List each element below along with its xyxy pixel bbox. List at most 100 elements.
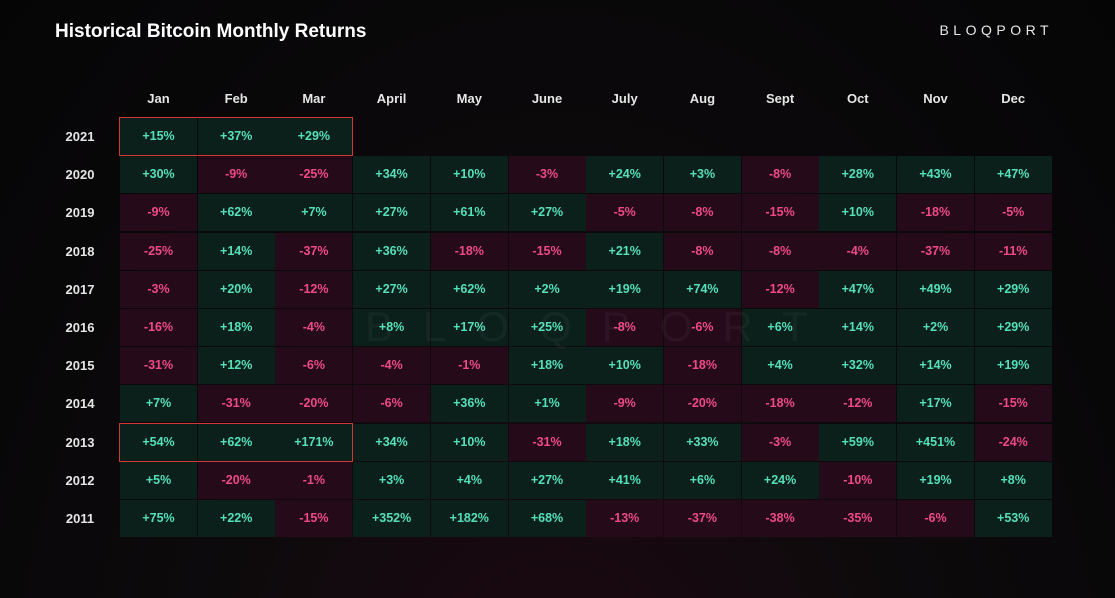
return-cell-2011-july: -13% xyxy=(586,500,664,537)
return-cell-2011-feb: +22% xyxy=(197,500,275,537)
year-label-2016: 2016 xyxy=(65,320,95,335)
return-cell-2016-jan: -16% xyxy=(120,309,197,346)
return-cell-2012-feb: -20% xyxy=(197,461,275,499)
return-cell-2016-dec: +29% xyxy=(974,309,1052,346)
return-cell-2016-nov: +2% xyxy=(897,309,974,346)
return-cell-2021-feb: +37% xyxy=(197,118,275,155)
return-cell-2018-aug: -8% xyxy=(663,232,741,270)
return-cell-2018-mar: -37% xyxy=(275,232,353,270)
return-cell-2016-may: +17% xyxy=(430,309,508,346)
return-cell-2016-feb: +18% xyxy=(197,309,275,346)
return-cell-2015-june: +18% xyxy=(508,347,586,385)
return-cell-2012-sept: +24% xyxy=(741,461,819,499)
return-cell-2019-nov: -18% xyxy=(897,194,974,232)
month-header-dec: Dec xyxy=(1001,91,1026,106)
month-header-oct: Oct xyxy=(846,91,869,106)
return-cell-2012-dec: +8% xyxy=(974,461,1052,499)
year-label-2011: 2011 xyxy=(65,511,95,526)
return-cell-2019-dec: -5% xyxy=(974,194,1052,232)
return-cell-2014-july: -9% xyxy=(586,385,664,423)
return-cell-2017-may: +62% xyxy=(430,270,508,308)
return-cell-2017-april: +27% xyxy=(353,270,431,308)
brand-logo: BLOQPORT xyxy=(939,22,1053,38)
return-cell-2014-mar: -20% xyxy=(275,385,353,423)
return-cell-2013-sept: -3% xyxy=(741,423,819,461)
return-cell-2019-feb: +62% xyxy=(197,194,275,232)
return-cell-2018-jan: -25% xyxy=(120,232,197,270)
return-cell-2017-jan: -3% xyxy=(120,270,197,308)
return-cell-2012-aug: +6% xyxy=(663,461,741,499)
return-cell-2016-aug: -6% xyxy=(663,309,741,346)
return-cell-2018-dec: -11% xyxy=(974,232,1052,270)
return-cell-2015-may: -1% xyxy=(430,347,508,385)
return-cell-2017-nov: +49% xyxy=(897,270,974,308)
return-cell-2012-mar: -1% xyxy=(275,461,353,499)
month-header-nov: Nov xyxy=(923,91,948,106)
year-label-2014: 2014 xyxy=(65,396,95,412)
return-cell-2012-june: +27% xyxy=(508,461,586,499)
year-label-2021: 2021 xyxy=(65,129,95,144)
return-cell-2012-may: +4% xyxy=(430,461,508,499)
year-label-2012: 2012 xyxy=(65,472,95,488)
return-cell-2019-june: +27% xyxy=(508,194,586,232)
return-cell-2013-oct: +59% xyxy=(819,423,897,461)
return-cell-2014-aug: -20% xyxy=(663,385,741,423)
return-cell-2020-april: +34% xyxy=(353,156,431,194)
month-header-sept: Sept xyxy=(766,91,795,106)
month-header-may: May xyxy=(456,91,482,106)
return-cell-2014-sept: -18% xyxy=(741,385,819,423)
return-cell-2013-feb: +62% xyxy=(197,423,275,461)
return-cell-2019-aug: -8% xyxy=(663,194,741,232)
highlight-box-2013 xyxy=(119,422,354,462)
return-cell-2019-may: +61% xyxy=(430,194,508,232)
return-cell-2016-april: +8% xyxy=(353,309,431,346)
return-cell-2015-oct: +32% xyxy=(819,347,897,385)
return-cell-2021-jan: +15% xyxy=(120,118,197,155)
return-cell-2011-april: +352% xyxy=(353,500,431,537)
return-cell-2012-nov: +19% xyxy=(897,461,974,499)
return-cell-2016-mar: -4% xyxy=(275,309,353,346)
return-cell-2018-nov: -37% xyxy=(897,232,974,270)
return-cell-2013-july: +18% xyxy=(586,423,664,461)
return-cell-2016-oct: +14% xyxy=(819,309,897,346)
return-cell-2015-nov: +14% xyxy=(897,347,974,385)
return-cell-2014-april: -6% xyxy=(353,385,431,423)
return-cell-2013-mar: +171% xyxy=(275,423,353,461)
year-label-2019: 2019 xyxy=(65,205,95,221)
return-cell-2017-mar: -12% xyxy=(275,270,353,308)
return-cell-2019-jan: -9% xyxy=(120,194,197,232)
return-cell-2013-aug: +33% xyxy=(663,423,741,461)
month-header-july: July xyxy=(611,91,638,106)
return-cell-2018-june: -15% xyxy=(508,232,586,270)
return-cell-2016-july: -8% xyxy=(586,309,664,346)
return-cell-2017-july: +19% xyxy=(586,270,664,308)
return-cell-2011-mar: -15% xyxy=(275,500,353,537)
return-cell-2021-mar: +29% xyxy=(275,118,353,155)
return-cell-2020-nov: +43% xyxy=(897,156,974,194)
return-cell-2013-may: +10% xyxy=(430,423,508,461)
return-cell-2020-july: +24% xyxy=(586,156,664,194)
return-cell-2014-oct: -12% xyxy=(819,385,897,423)
return-cell-2016-sept: +6% xyxy=(741,309,819,346)
year-label-2013: 2013 xyxy=(65,434,95,450)
return-cell-2014-jan: +7% xyxy=(120,385,197,423)
return-cell-2020-aug: +3% xyxy=(663,156,741,194)
return-cell-2015-dec: +19% xyxy=(974,347,1052,385)
month-header-mar: Mar xyxy=(302,91,326,106)
return-cell-2015-sept: +4% xyxy=(741,347,819,385)
return-cell-2018-feb: +14% xyxy=(197,232,275,270)
return-cell-2011-oct: -35% xyxy=(819,500,897,537)
return-cell-2014-june: +1% xyxy=(508,385,586,423)
return-cell-2018-july: +21% xyxy=(586,232,664,270)
month-header-april: April xyxy=(376,91,407,106)
return-cell-2020-mar: -25% xyxy=(275,156,353,194)
return-cell-2014-feb: -31% xyxy=(197,385,275,423)
return-cell-2014-nov: +17% xyxy=(897,385,974,423)
return-cell-2012-april: +3% xyxy=(353,461,431,499)
return-cell-2018-may: -18% xyxy=(430,232,508,270)
return-cell-2011-jan: +75% xyxy=(120,500,197,537)
month-header-aug: Aug xyxy=(689,91,716,106)
return-cell-2019-april: +27% xyxy=(353,194,431,232)
return-cell-2012-oct: -10% xyxy=(819,461,897,499)
